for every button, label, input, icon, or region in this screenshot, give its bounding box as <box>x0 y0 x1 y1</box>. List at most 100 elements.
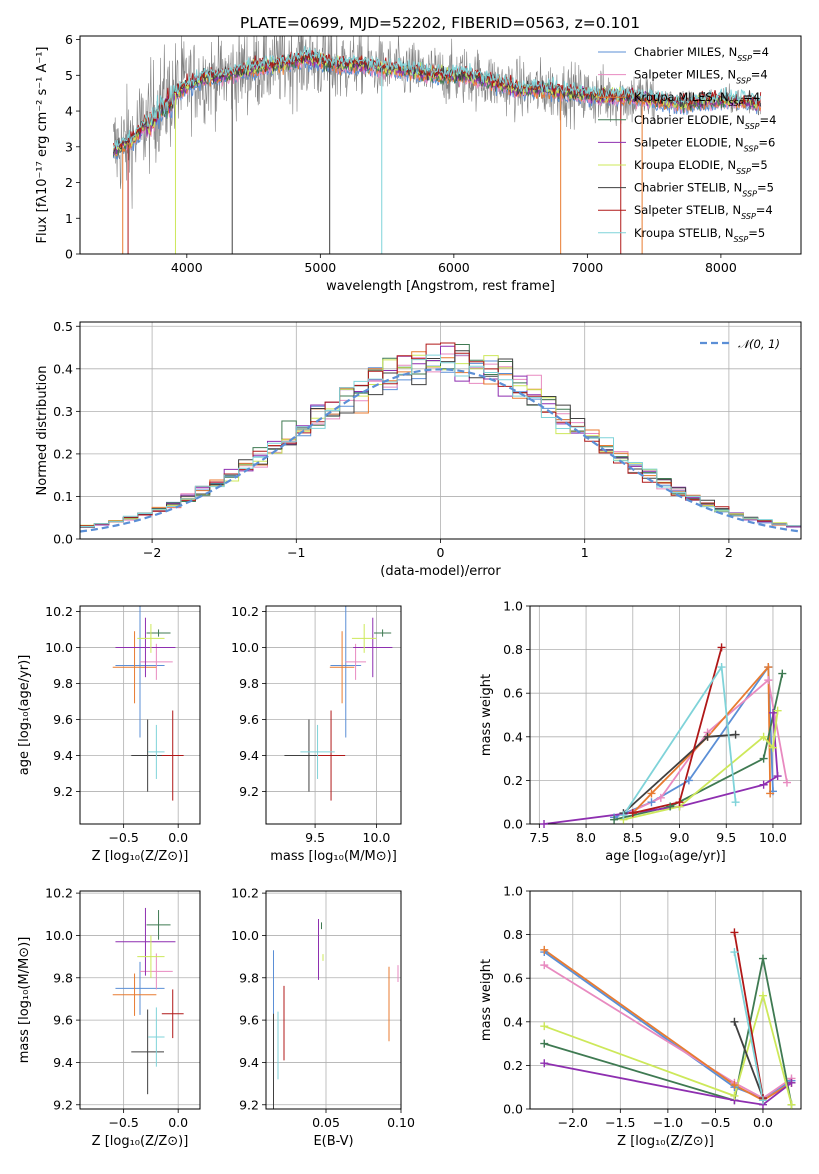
axes-frame <box>529 605 802 825</box>
plot-area-mass_vs_Z <box>112 907 184 1095</box>
plot-area-residuals <box>80 342 801 533</box>
weight-point-kroupa_elodie <box>787 1100 796 1109</box>
x-axis-label: (data-model)/error <box>380 564 501 579</box>
plot-area-massweight_vs_age <box>543 647 788 824</box>
y-tick-label: 1.0 <box>503 884 523 899</box>
x-tick-label: −1.5 <box>605 1115 635 1130</box>
axes-frame <box>79 35 802 255</box>
y-tick-label: 9.8 <box>53 970 73 985</box>
x-tick-label: −2.0 <box>558 1115 588 1130</box>
x-tick-label: 4000 <box>171 260 203 275</box>
y-tick-label: 5 <box>65 68 73 83</box>
y-axis-label: Flux [fλ10⁻¹⁷ erg cm⁻² s⁻¹ A⁻¹] <box>35 47 50 244</box>
x-tick-label: 10.0 <box>363 830 391 845</box>
y-tick-label: 2 <box>65 175 73 190</box>
plot-area-age_vs_Z <box>112 606 184 801</box>
y-tick-label: 10.0 <box>231 928 259 943</box>
y-tick-label: 6 <box>65 32 73 47</box>
weight-point-kroupa_miles <box>766 789 775 798</box>
model-spectrum-kroupa_stelib <box>112 45 762 149</box>
axes-frame <box>265 605 402 825</box>
legend-label-salpeter_elodie: Salpeter ELODIE, NSSP=6 <box>634 135 775 153</box>
y-tick-label: 9.8 <box>239 970 259 985</box>
x-axis-label: age [log₁₀(age/yr)] <box>605 849 726 864</box>
weight-line-salpeter_elodie <box>544 1062 793 1106</box>
y-tick-label: 0.6 <box>503 971 523 986</box>
legend-label-kroupa_miles: Kroupa MILES, NSSP=4 <box>634 90 760 108</box>
y-tick-label: 4 <box>65 104 73 119</box>
legend-label-chabrier_elodie: Chabrier ELODIE, NSSP=4 <box>634 113 776 131</box>
x-tick-label: 8.5 <box>623 830 643 845</box>
x-axis-label: E(B-V) <box>313 1134 353 1149</box>
histogram-salpeter_elodie <box>80 345 801 528</box>
weight-point-chabrier_stelib <box>703 732 712 741</box>
x-tick-label: 1 <box>581 545 589 560</box>
y-tick-label: 0.0 <box>503 817 523 832</box>
y-tick-label: 9.4 <box>239 1055 259 1070</box>
x-tick-label: 0.10 <box>387 1115 415 1130</box>
weight-point-chabrier_elodie <box>758 954 767 963</box>
x-tick-label: 0 <box>437 545 445 560</box>
normal-curve <box>80 368 801 533</box>
grid-massweight_vs_Z <box>530 890 801 1110</box>
x-tick-label: 9.0 <box>670 830 690 845</box>
x-tick-label: −0.5 <box>108 1115 138 1130</box>
x-axis-label: wavelength [Angstrom, rest frame] <box>326 279 555 294</box>
y-tick-label: 10.2 <box>231 886 259 901</box>
weight-line-salpeter_miles <box>543 964 793 1100</box>
weight-point-chabrier_elodie <box>540 1039 549 1048</box>
y-tick-label: 9.8 <box>53 676 73 691</box>
y-tick-label: 9.6 <box>239 712 259 727</box>
plot-area-mass_vs_ebv <box>273 918 399 1109</box>
y-tick-label: 9.2 <box>53 1097 73 1112</box>
y-tick-label: 0.0 <box>53 532 73 547</box>
panel-residuals: −2 −1 0 1 2 0.0 0.1 0.2 0.3 0.4 0.5 (data-model)/er… <box>35 319 802 579</box>
axes-frame <box>79 321 802 540</box>
y-tick-label: 10.0 <box>45 928 73 943</box>
weight-point-salpeter_elodie <box>540 820 549 828</box>
x-tick-label: −1 <box>287 545 305 560</box>
y-tick-label: 0.0 <box>503 1102 523 1117</box>
y-tick-label: 0.4 <box>503 729 523 744</box>
legend-spectrum: Chabrier MILES, NSSP=4 Salpeter MILES, NS… <box>598 45 776 243</box>
x-axis-label: Z [log₁₀(Z/Z⊙)] <box>92 1134 189 1149</box>
panel-mass_vs_Z: −0.5 0.0 9.2 9.4 9.6 9.8 10.0 10.2 Z [log₁₀(Z/Z⊙… <box>17 886 201 1149</box>
y-axis-label: age [log₁₀(age/yr)] <box>17 655 32 776</box>
y-tick-label: 9.4 <box>53 748 73 763</box>
y-tick-label: 0.2 <box>503 1058 523 1073</box>
x-tick-label: 9.5 <box>716 830 736 845</box>
grid-mass_vs_ebv <box>266 891 402 1109</box>
x-axis-label: Z [log₁₀(Z/Z⊙)] <box>92 849 189 864</box>
panel-massweight_vs_age: 7.5 8.0 8.5 9.0 9.5 10.0 0.0 0.2 0.4 0.6 0.8 1.0 age… <box>479 599 802 864</box>
plot-area-spectrum <box>112 36 762 254</box>
x-tick-label: 0.0 <box>168 1115 188 1130</box>
figure-title: PLATE=0699, MJD=52202, FIBERID=0563, z=0… <box>240 14 640 32</box>
weight-point-salpeter_miles <box>764 676 773 685</box>
weight-point-chabrier_elodie <box>778 669 787 678</box>
legend-label-kroupa_elodie: Kroupa ELODIE, NSSP=5 <box>634 158 768 176</box>
weight-point-salpeter_miles <box>656 793 665 802</box>
y-axis-label: mass weight <box>479 674 494 756</box>
weight-point-chabrier_elodie <box>759 754 768 763</box>
x-tick-label: 9.5 <box>305 830 325 845</box>
weight-point-salpeter_elodie <box>773 772 782 781</box>
panel-spectrum: 4000 5000 6000 7000 8000 0 1 2 3 4 5 6 wavelength [A… <box>35 32 802 294</box>
x-tick-label: 0.0 <box>753 1115 773 1130</box>
x-axis-label: Z [log₁₀(Z/Z⊙)] <box>617 1134 714 1149</box>
weight-point-chabrier_stelib <box>731 730 740 739</box>
weight-line-chabrier_stelib <box>733 1021 764 1099</box>
weight-point-kroupa_elodie <box>759 732 768 741</box>
weight-point-kroupa_elodie <box>758 991 767 1000</box>
y-tick-label: 0.5 <box>53 319 73 334</box>
weight-line-kroupa_elodie <box>543 992 793 1105</box>
y-tick-label: 9.2 <box>239 1097 259 1112</box>
legend-label-chabrier_miles: Chabrier MILES, NSSP=4 <box>634 45 769 63</box>
y-tick-label: 9.6 <box>53 712 73 727</box>
y-tick-label: 0.1 <box>53 489 73 504</box>
weight-line-salpeter_stelib <box>733 932 764 1099</box>
y-tick-label: 10.2 <box>45 604 73 619</box>
grid-mass_vs_Z <box>80 891 200 1109</box>
y-tick-label: 9.2 <box>53 784 73 799</box>
weight-point-kroupa_elodie <box>768 743 777 752</box>
weight-point-salpeter_elodie <box>768 708 777 717</box>
